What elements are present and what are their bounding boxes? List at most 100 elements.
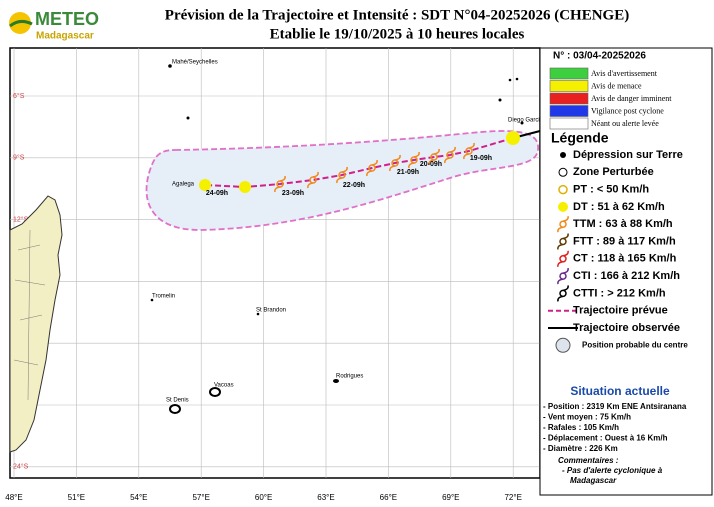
- lat-label: 24°S: [13, 463, 29, 471]
- alert-label: Avis de menace: [591, 81, 642, 90]
- storm-position: [506, 131, 520, 145]
- lon-label: 72°E: [504, 493, 521, 502]
- track-time-label: 19-09h: [470, 155, 492, 162]
- alert-swatch: [549, 105, 589, 117]
- island: [169, 404, 181, 414]
- situation-line: - Diamètre : 226 Km: [543, 444, 618, 453]
- comment-line: - Pas d'alerte cyclonique à: [562, 466, 663, 475]
- place-name: St Denis: [166, 398, 189, 404]
- cyclone-arm: [408, 151, 420, 169]
- legend-item: Dépression sur Terre: [560, 149, 683, 161]
- madagascar-regions: [13, 229, 46, 401]
- legend-item: Trajectoire observée: [548, 322, 680, 334]
- alert-swatch: [549, 92, 589, 105]
- situation-line: - Position : 2319 Km ENE Antsiranana: [543, 402, 687, 411]
- cyclone-arm: [444, 146, 456, 164]
- alert-swatch: [549, 67, 589, 80]
- island: [168, 64, 172, 68]
- legend-label: Zone Perturbée: [573, 166, 654, 178]
- place-name: Tromelin: [152, 294, 175, 300]
- lon-label: 63°E: [317, 493, 334, 502]
- legend-label: PT : < 50 Km/h: [573, 184, 649, 196]
- lat-label: 6°S: [13, 92, 25, 100]
- comment-line: Madagascar: [570, 476, 617, 485]
- map-frame: [9, 47, 541, 479]
- alert-swatch: [549, 80, 589, 92]
- track-time-label: 23-09h: [282, 190, 304, 197]
- cyclone-arm: [307, 171, 319, 189]
- place-name: Mahé/Seychelles: [172, 60, 218, 66]
- legend-item: CTI : 166 à 212 Km/h: [557, 267, 680, 285]
- legend-label: CT : 118 à 165 Km/h: [573, 253, 677, 265]
- cyclone-arm: [557, 233, 569, 250]
- island: [186, 116, 190, 120]
- island: [256, 312, 260, 316]
- place-name: Agalega: [172, 182, 195, 188]
- subtitle: Etablie le 19/10/2025 à 10 heures locale…: [270, 26, 525, 42]
- island: [508, 78, 512, 82]
- bulletin-number: N° : 03/04-20252026: [553, 51, 646, 62]
- alert-label: Avis d'avertissement: [591, 69, 658, 78]
- cyclone-arm: [428, 148, 440, 166]
- lon-label: 54°E: [130, 493, 147, 502]
- island: [520, 121, 524, 125]
- legend-content: N° : 03/04-20252026 Avis d'avertissement A…: [543, 51, 688, 485]
- lon-label: 69°E: [442, 493, 459, 502]
- legend-item: CT : 118 à 165 Km/h: [557, 250, 677, 267]
- situation-line: - Rafales : 105 Km/h: [543, 423, 619, 432]
- legend-item: DT : 51 à 62 Km/h: [558, 201, 665, 213]
- logo-swoosh: [9, 19, 33, 28]
- alert-label: Néant ou alerte levée: [591, 119, 659, 128]
- track-time-label: 21-09h: [397, 169, 419, 176]
- legend-item: PT : < 50 Km/h: [558, 184, 649, 196]
- legend-item: Zone Perturbée: [558, 166, 654, 178]
- legend-item: CTTI : > 212 Km/h: [557, 285, 666, 302]
- legend-item: Position probable du centre: [555, 337, 688, 353]
- logo-subtext: Madagascar: [36, 31, 94, 42]
- situation-title: Situation actuelle: [570, 384, 670, 398]
- lon-label: 60°E: [255, 493, 272, 502]
- track-time-label: 22-09h: [343, 182, 365, 189]
- legend-icon: [560, 152, 566, 158]
- legend-icon: [558, 167, 568, 177]
- map-labels: Mahé/Seychelles Agalega Diego Garcia Tromel…: [152, 60, 544, 404]
- cyclone-arm: [557, 250, 569, 267]
- cyclone-arm: [366, 159, 378, 177]
- legend-label: DT : 51 à 62 Km/h: [573, 201, 665, 213]
- alert-label: Vigilance post cyclone: [591, 106, 664, 115]
- legend-label: CTI : 166 à 212 Km/h: [573, 270, 680, 282]
- legend-label: Trajectoire observée: [573, 322, 680, 334]
- logo-text: METEO: [35, 9, 99, 29]
- island: [150, 298, 154, 302]
- legend-icon: [558, 201, 568, 212]
- track-time-label: 24-09h: [206, 190, 228, 197]
- situation-line: - Déplacement : Ouest à 16 Km/h: [543, 434, 668, 443]
- storm-position: [199, 179, 211, 191]
- island: [209, 387, 221, 397]
- madagascar: [9, 195, 63, 453]
- lon-label: 51°E: [68, 493, 85, 502]
- situation-line: - Vent moyen : 75 Km/h: [543, 413, 631, 422]
- island: [333, 379, 339, 383]
- place-name: Rodrigues: [336, 374, 363, 380]
- place-name: Diego Garcia: [508, 118, 544, 124]
- storm-position: [239, 181, 251, 193]
- legend-label: FTT : 89 à 117 Km/h: [573, 235, 676, 247]
- legend-title: Légende: [551, 130, 609, 146]
- legend-label: TTM : 63 à 88 Km/h: [573, 218, 673, 230]
- legend-label: Trajectoire prévue: [573, 305, 668, 317]
- cyclone-arm: [557, 216, 569, 233]
- forecast-track: [204, 137, 514, 189]
- lat-label: 9°S: [13, 154, 25, 162]
- cyclone-arm: [557, 285, 569, 302]
- lon-label: 57°E: [192, 493, 209, 502]
- lat-label: 12°S: [13, 215, 29, 223]
- track-time-label: 20-09h: [420, 161, 442, 168]
- cyclone-arm: [274, 175, 286, 193]
- legend-item: FTT : 89 à 117 Km/h: [557, 233, 676, 250]
- cyclone-arm: [557, 267, 569, 285]
- comments-title: Commentaires :: [558, 456, 619, 465]
- cyclone-arm: [463, 142, 475, 160]
- cyclone-arm: [336, 166, 348, 184]
